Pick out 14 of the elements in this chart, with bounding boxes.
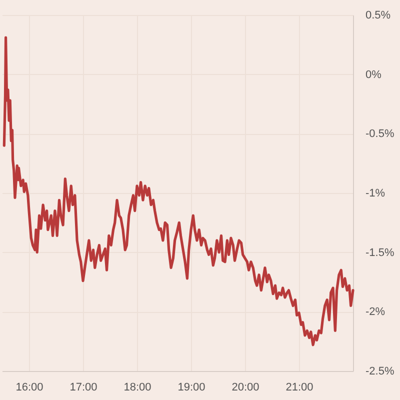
line-series [2, 36, 354, 346]
x-tick-label: 21:00 [286, 382, 314, 394]
x-tick-label: 17:00 [70, 382, 98, 394]
y-tick-label: -0.5% [366, 128, 394, 140]
x-tick-label: 16:00 [16, 382, 44, 394]
y-tick-label: 0% [366, 68, 382, 81]
y-tick-label: 0.5% [366, 10, 391, 22]
y-tick-label: -1.5% [366, 246, 394, 259]
x-tick-label: 19:00 [178, 382, 206, 394]
y-tick-label: -2% [366, 306, 386, 318]
x-tick-label: 20:00 [232, 382, 260, 394]
y-tick-label: -2.5% [366, 366, 394, 378]
y-tick-label: -1% [366, 188, 386, 200]
x-tick-label: 18:00 [124, 382, 152, 394]
